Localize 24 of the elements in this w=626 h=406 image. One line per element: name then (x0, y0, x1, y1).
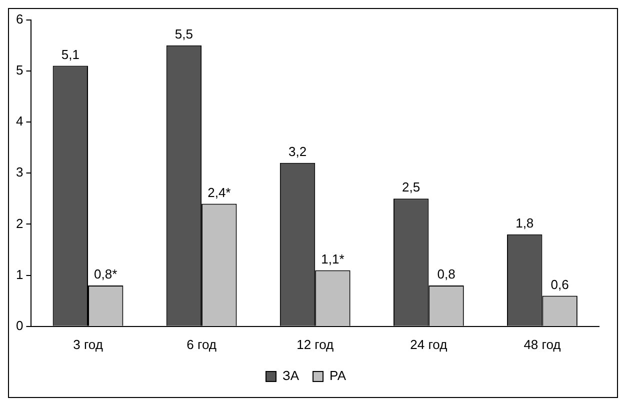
y-tick-label: 6 (16, 11, 24, 26)
y-tick-label: 4 (16, 114, 24, 129)
data-label: 0,6 (550, 276, 569, 292)
data-label: 2,4* (208, 184, 231, 200)
data-label: 5,1 (61, 46, 80, 62)
y-tick-label: 5 (16, 62, 24, 78)
y-tick-label: 3 (16, 164, 24, 180)
data-label: 1,8 (516, 216, 534, 230)
x-tick-label: 48 год (524, 336, 562, 352)
data-label: 0,8 (437, 266, 456, 282)
x-tick-label: 24 год (410, 336, 448, 352)
y-tick-label: 2 (16, 216, 24, 231)
y-tick-label: 0 (16, 318, 24, 333)
x-tick-label: 3 год (73, 336, 104, 352)
x-tick-label: 12 год (296, 336, 334, 352)
data-label: 2,5 (402, 180, 420, 195)
data-label: 1,1* (321, 251, 344, 266)
legend-label: РА (330, 368, 346, 384)
y-tick-label: 1 (16, 266, 24, 282)
data-label: 0,8* (94, 266, 118, 282)
legend-label: ЗА (282, 368, 300, 384)
data-label: 5,5 (174, 26, 193, 42)
x-tick-label: 6 год (186, 336, 217, 352)
data-label: 3,2 (288, 144, 307, 159)
